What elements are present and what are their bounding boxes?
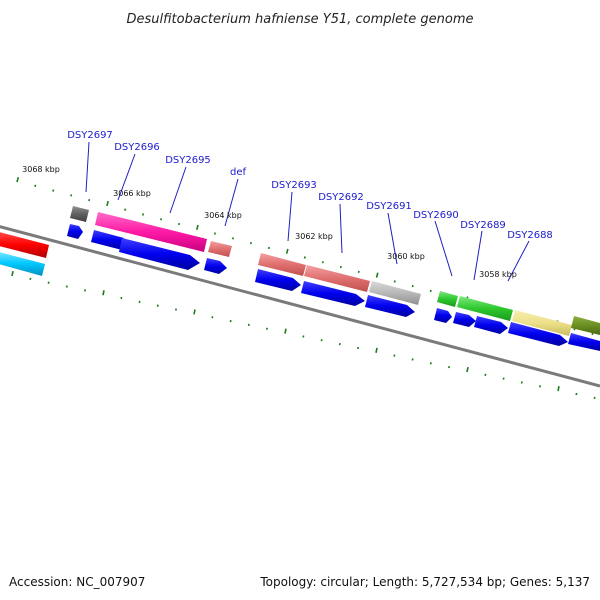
tick-mark (102, 290, 105, 296)
feature-salmon-bar-1[interactable] (208, 241, 232, 257)
leader-line (339, 203, 343, 254)
gene-labels: DSY2697 DSY2696 DSY2695 def DSY2693 DSY2… (67, 130, 553, 241)
tick-mark (88, 198, 91, 202)
gene-label[interactable]: def (230, 167, 247, 178)
feature-lightgray-bar[interactable] (369, 281, 421, 305)
leader-line (507, 240, 530, 282)
tick-mark (303, 256, 306, 259)
feature-gray-bar[interactable] (70, 206, 89, 222)
tick-mark (178, 222, 181, 226)
tick-mark (124, 208, 127, 211)
tick-mark (70, 194, 73, 197)
cds-arrow[interactable] (119, 238, 200, 270)
cds-arrow[interactable] (474, 316, 508, 334)
gene-label[interactable]: DSY2697 (67, 130, 113, 141)
tick-mark (52, 189, 55, 192)
gene-label[interactable]: DSY2691 (366, 201, 412, 212)
tick-mark (231, 237, 234, 240)
tick-mark (142, 213, 145, 216)
cds-arrow[interactable] (301, 281, 365, 306)
map-title: Desulfitobacterium hafniense Y51, comple… (126, 12, 473, 27)
tick-mark (466, 366, 469, 373)
inner-tick-row (11, 270, 596, 399)
feature-red-bar[interactable] (0, 231, 49, 258)
tick-mark (429, 289, 432, 293)
tick-mark (16, 176, 20, 183)
leader-line (434, 220, 453, 277)
tick-mark (193, 309, 196, 315)
kbp-label: 3058 kbp (479, 270, 517, 279)
cds-arrow[interactable] (434, 308, 452, 323)
feature-olive-bar[interactable] (571, 316, 600, 335)
genome-summary-text: Topology: circular; Length: 5,727,534 bp… (259, 575, 590, 589)
cds-arrow[interactable] (365, 295, 415, 317)
feature-salmon-bar-3[interactable] (304, 265, 370, 292)
kbp-labels: 3068 kbp 3066 kbp 3064 kbp 3062 kbp 3060… (22, 165, 517, 279)
leader-line (287, 191, 293, 242)
gene-label[interactable]: DSY2693 (271, 180, 317, 191)
tick-mark (34, 184, 37, 187)
gene-label[interactable]: DSY2692 (318, 192, 364, 203)
leader-line (169, 166, 187, 214)
leader-line (224, 178, 239, 227)
gene-label[interactable]: DSY2689 (460, 220, 506, 231)
leader-line (387, 212, 398, 265)
feature-khaki-bar[interactable] (512, 310, 572, 336)
kbp-label: 3064 kbp (204, 211, 242, 220)
cds-arrow[interactable] (91, 230, 124, 250)
cds-arrow[interactable] (204, 258, 227, 274)
kbp-label: 3062 kbp (295, 232, 333, 241)
kbp-label: 3066 kbp (113, 189, 151, 198)
tick-mark (557, 386, 560, 392)
tick-mark (196, 224, 199, 230)
tick-mark (285, 248, 289, 254)
cds-arrow[interactable] (508, 322, 568, 346)
leader-line (85, 141, 90, 193)
gene-label[interactable]: DSY2690 (413, 210, 459, 221)
tick-mark (106, 200, 109, 207)
accession-text: Accession: NC_007907 (9, 575, 145, 589)
cds-arrow[interactable] (67, 224, 83, 239)
feature-magenta-bar[interactable] (95, 212, 207, 252)
tick-mark (267, 246, 270, 250)
cds-arrows (67, 224, 600, 351)
tick-mark (375, 272, 379, 278)
feature-green-bar-2[interactable] (457, 296, 513, 321)
gene-label[interactable]: DSY2695 (165, 155, 211, 166)
tick-mark (357, 270, 360, 274)
label-leader-lines (85, 141, 530, 282)
cds-arrow[interactable] (453, 312, 476, 327)
feature-bars (0, 206, 600, 336)
tick-mark (249, 241, 252, 245)
cds-arrow[interactable] (568, 333, 600, 351)
cds-arrow[interactable] (255, 269, 301, 291)
feature-cyan-bar[interactable] (0, 251, 45, 276)
tick-mark (11, 270, 14, 277)
kbp-label: 3068 kbp (22, 165, 60, 174)
kbp-label: 3060 kbp (387, 252, 425, 261)
tick-mark (591, 332, 594, 336)
tick-mark (375, 347, 378, 353)
tick-mark (284, 328, 287, 334)
tick-mark (160, 218, 163, 221)
feature-salmon-bar-2[interactable] (258, 253, 306, 276)
leader-line (117, 153, 136, 201)
feature-green-bar-1[interactable] (437, 291, 458, 307)
tick-mark (393, 280, 396, 283)
gene-label[interactable]: DSY2696 (114, 142, 160, 153)
tick-mark (213, 232, 216, 235)
tick-mark (321, 261, 324, 264)
genome-backbone (0, 225, 600, 388)
tick-mark (411, 284, 414, 288)
leader-line (473, 230, 483, 281)
gene-label[interactable]: DSY2688 (507, 230, 553, 241)
tick-mark (339, 265, 342, 269)
